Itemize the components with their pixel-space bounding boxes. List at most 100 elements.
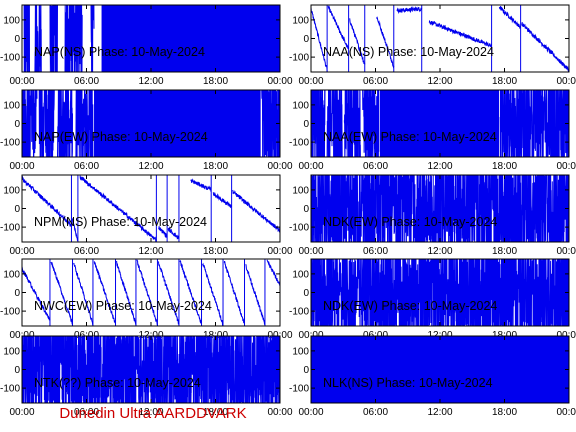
footer-label: Dunedin Ultra AARDDVARK: [59, 405, 246, 422]
x-tick-label: 00:00: [556, 76, 576, 87]
series-line: [136, 259, 158, 326]
series-line: [158, 261, 180, 325]
x-tick-label: 00:00: [556, 407, 576, 418]
x-tick-label: 12:00: [427, 161, 452, 172]
series-line: [364, 336, 374, 403]
series-line: [22, 336, 280, 403]
x-tick-label: 00:00: [267, 76, 292, 87]
series-line: [22, 266, 51, 321]
plot-frame: [310, 4, 570, 73]
series-line: [73, 262, 94, 326]
x-tick-label: 18:00: [203, 76, 228, 87]
x-tick-label: 00:00: [298, 407, 323, 418]
y-tick-label: 100: [3, 269, 20, 280]
panel-title: NAA(EW) Phase: 10-May-2024: [323, 130, 497, 144]
x-tick-label: 18:00: [492, 407, 517, 418]
x-tick-label: 06:00: [74, 246, 99, 257]
series-line: [49, 5, 58, 72]
x-tick-label: 12:00: [138, 407, 163, 418]
y-tick-label: 100: [3, 185, 20, 196]
panel-title: NAP(NS) Phase: 10-May-2024: [34, 45, 205, 59]
y-tick-label: -100: [0, 223, 20, 234]
series-line: [202, 262, 224, 326]
x-tick-label: 00:00: [298, 76, 323, 87]
phase-panel: -100010000:0006:0012:0018:0000:00NDK(EW)…: [289, 258, 576, 341]
x-tick-label: 00:00: [9, 246, 34, 257]
series-line: [311, 90, 326, 157]
x-tick-label: 00:00: [267, 407, 292, 418]
series-line: [311, 175, 569, 242]
series-line: [22, 90, 38, 157]
phase-panel: -100 0 100 00:00 06:00 12:00 18:00 00:00 NTK(??)…: [0, 335, 293, 418]
trace-group: [311, 336, 569, 403]
series-line: [72, 218, 79, 242]
phase-panel: -100 0 100 00:00 06:00 12:00 18:00 00:00 NLK(NS)…: [289, 335, 576, 418]
series-line: [349, 18, 366, 65]
x-tick-label: 12:00: [138, 161, 163, 172]
y-tick-label: 0: [303, 288, 309, 299]
solid-fill: [311, 336, 569, 403]
solid-fill: [94, 90, 261, 157]
x-tick-label: 12:00: [427, 246, 452, 257]
x-tick-label: 00:00: [9, 161, 34, 172]
x-tick-label: 00:00: [267, 246, 292, 257]
y-tick-label: 100: [292, 185, 309, 196]
x-tick-label: 12:00: [427, 76, 452, 87]
phase-panel: -100 0 100 00:00 06:00 12:00 18:00 00:00 NAA(EW)…: [289, 89, 576, 172]
y-tick-label: 100: [292, 346, 309, 357]
x-tick-label: 00:00: [556, 246, 576, 257]
y-tick-label: 100: [292, 100, 309, 111]
series-line: [378, 336, 384, 403]
trace-group: [311, 259, 569, 326]
series-line: [245, 263, 266, 325]
x-tick-label: 00:00: [267, 161, 292, 172]
y-tick-label: 100: [292, 15, 309, 26]
x-tick-label: 18:00: [492, 76, 517, 87]
series-line: [167, 226, 180, 240]
panel-title: NDK(EW) Phase: 10-May-2024: [323, 299, 497, 313]
solid-fill: [379, 90, 500, 157]
series-line: [311, 7, 328, 72]
series-line: [23, 5, 30, 72]
series-line: [376, 16, 395, 69]
series-line: [34, 5, 42, 72]
trace-group: [22, 175, 280, 242]
trace-group: [22, 336, 280, 403]
trace-group: [311, 90, 569, 157]
series-line: [64, 5, 83, 72]
panel-title: NPM(NS) Phase: 10-May-2024: [34, 215, 207, 229]
phase-panels: -100 0 100 00:00 06:00 12:00 18:00 00:00 NAP(NS)…: [0, 4, 576, 418]
phase-panel: -100 0 100 00:00 06:00 12:00 18:00 00:00 NPM(NS)…: [0, 174, 293, 257]
x-tick-label: 18:00: [203, 407, 228, 418]
x-tick-label: 18:00: [203, 246, 228, 257]
trace-group: [311, 175, 569, 242]
y-tick-label: -100: [0, 384, 20, 395]
x-tick-label: 00:00: [9, 76, 34, 87]
series-line: [261, 90, 280, 157]
y-tick-label: 0: [303, 204, 309, 215]
y-tick-label: 100: [3, 100, 20, 111]
series-line: [38, 90, 55, 157]
panel-title: NAP(EW) Phase: 10-May-2024: [34, 130, 208, 144]
series-line: [22, 175, 72, 227]
series-line: [343, 90, 361, 157]
x-tick-label: 00:00: [298, 246, 323, 257]
series-line: [158, 226, 168, 239]
panel-title: NDK(EW) Phase: 10-May-2024: [323, 215, 497, 229]
trace-group: [311, 5, 569, 72]
series-line: [362, 90, 380, 157]
y-tick-label: 0: [14, 288, 20, 299]
x-tick-label: 18:00: [492, 246, 517, 257]
series-line: [530, 336, 538, 403]
y-tick-label: 0: [14, 119, 20, 130]
series-line: [499, 90, 569, 157]
x-tick-label: 06:00: [363, 161, 388, 172]
y-tick-label: 0: [14, 204, 20, 215]
x-tick-label: 18:00: [492, 161, 517, 172]
series-line: [179, 259, 202, 325]
y-tick-label: 100: [3, 346, 20, 357]
y-tick-label: 100: [3, 15, 20, 26]
y-tick-label: -100: [289, 223, 309, 234]
series-line: [498, 5, 522, 29]
